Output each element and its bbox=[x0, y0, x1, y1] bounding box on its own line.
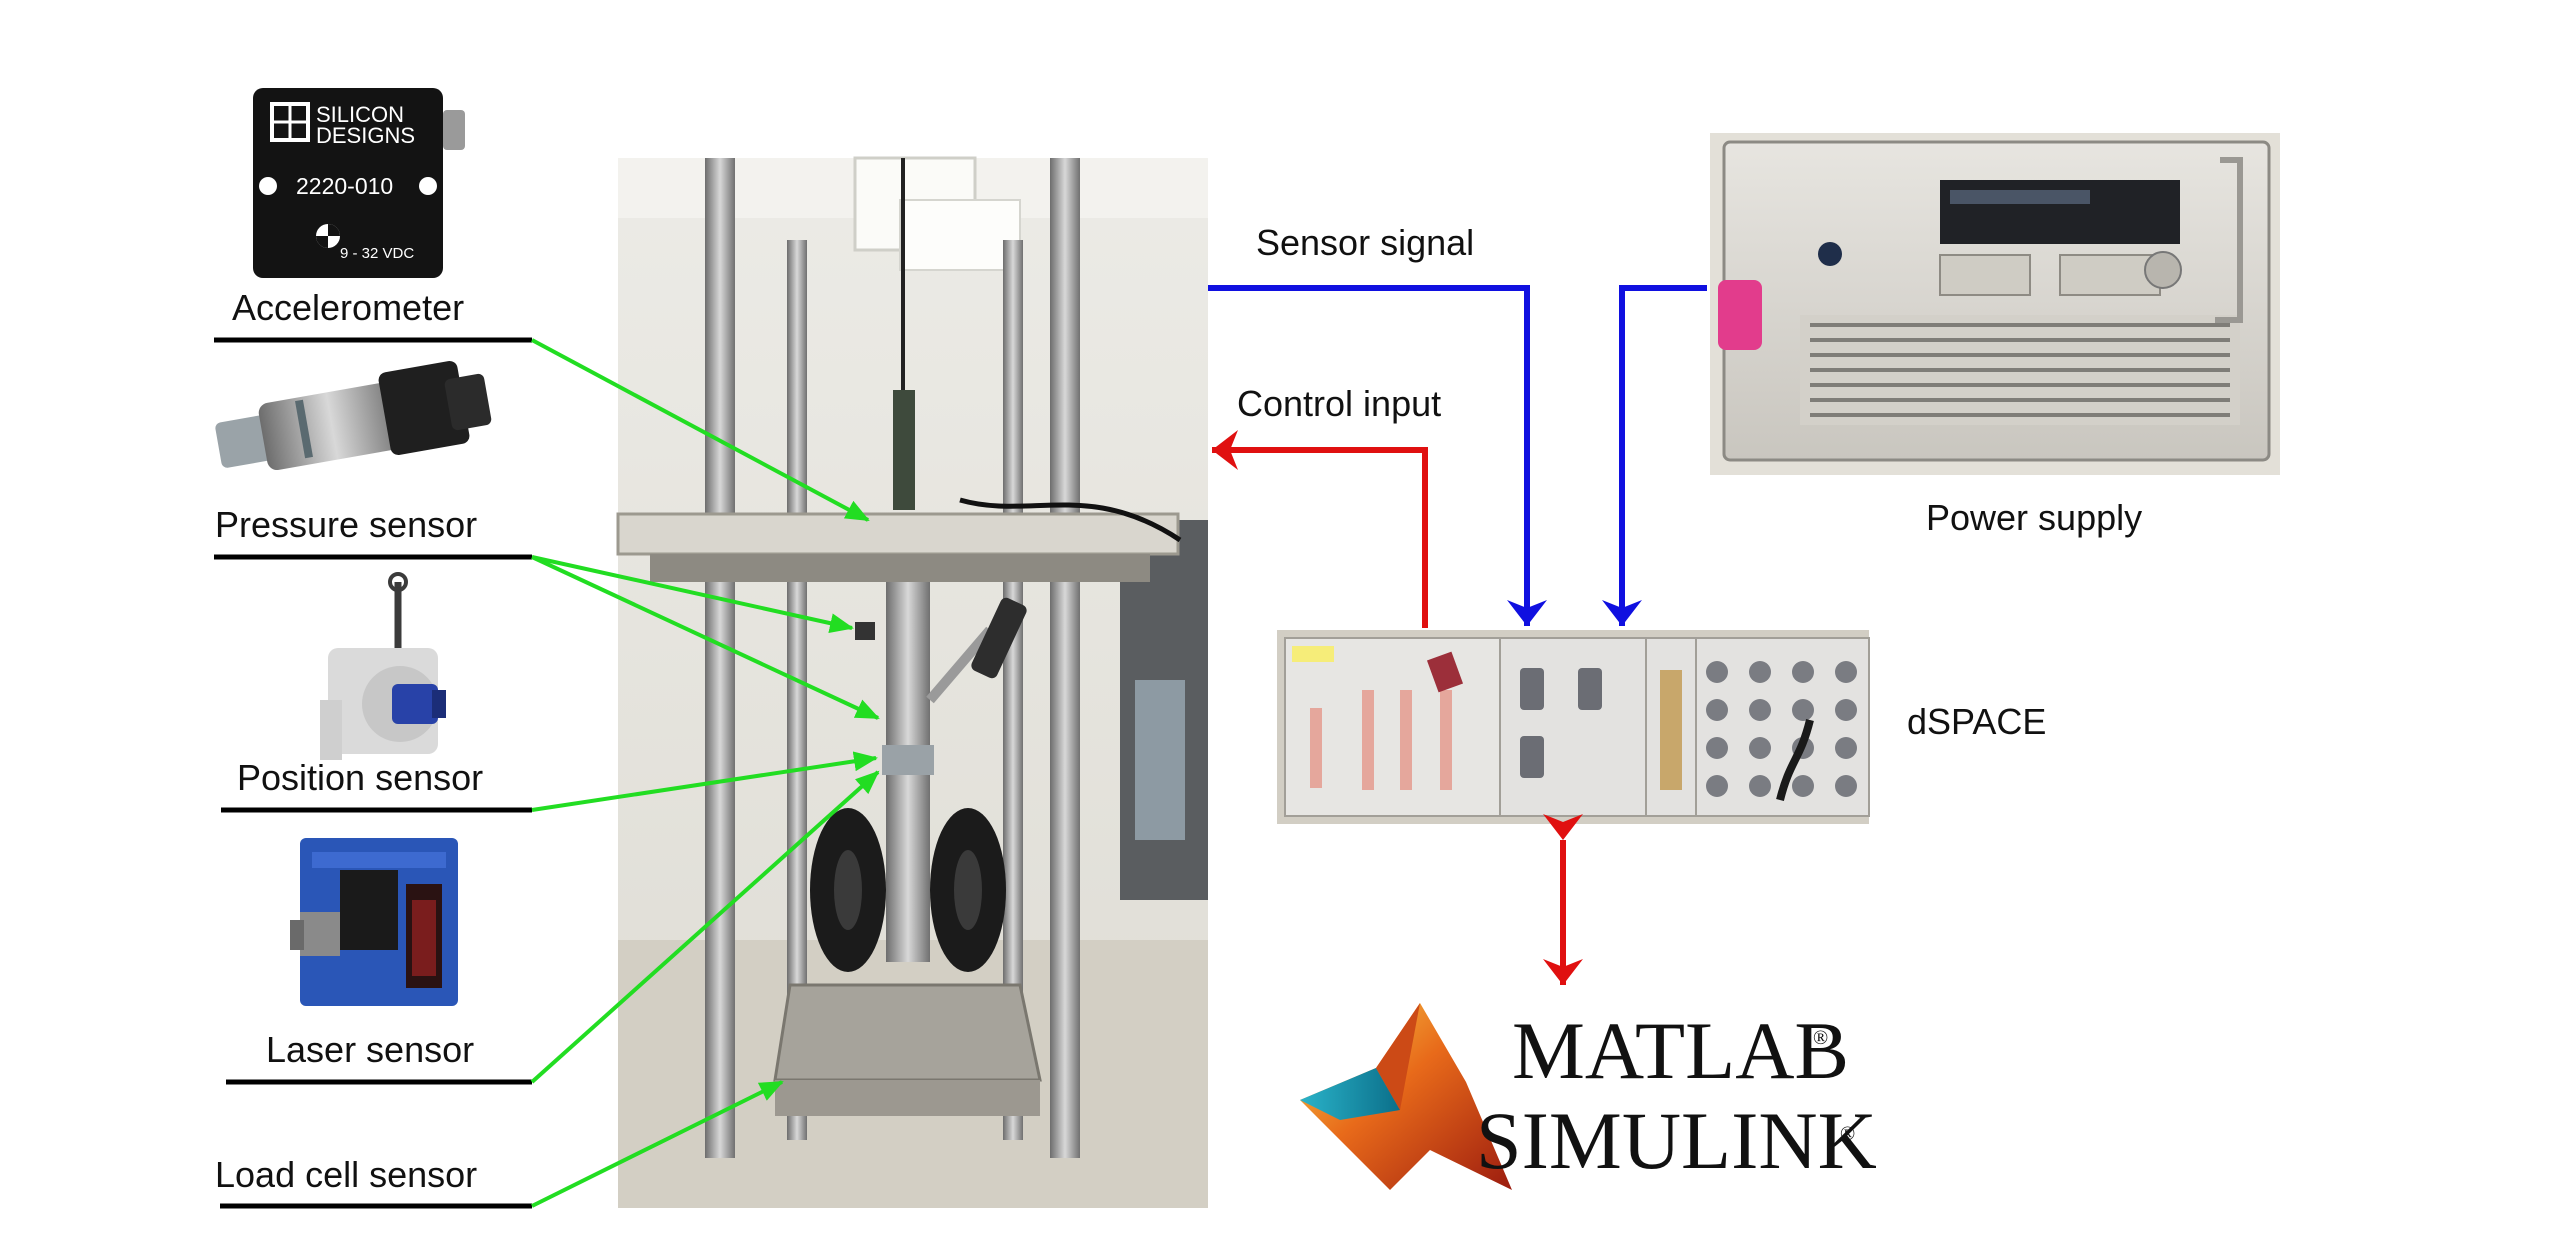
sensor-underlines bbox=[214, 337, 532, 1209]
power-supply-photo bbox=[1710, 133, 2280, 475]
accelerometer-link bbox=[531, 338, 870, 522]
accelerometer-brand-line2: DESIGNS bbox=[316, 123, 415, 148]
laser-sensor-link bbox=[530, 770, 880, 1084]
dspace-panel-photo bbox=[1277, 630, 1870, 824]
control-input-arrow bbox=[1212, 430, 1428, 628]
matlab-registered-mark: ® bbox=[1813, 1027, 1828, 1049]
accelerometer-voltage: 9 - 32 VDC bbox=[340, 245, 414, 262]
sensor-signal-label: Sensor signal bbox=[1256, 222, 1474, 263]
pressure-sensor-link-2 bbox=[531, 555, 880, 720]
accelerometer-label: Accelerometer bbox=[232, 287, 464, 328]
position-sensor-image bbox=[320, 572, 446, 760]
accelerometer-brand-line1: SILICON bbox=[316, 102, 404, 127]
landing-gear-test-rig-photo bbox=[616, 156, 1208, 1208]
simulink-registered-mark: ® bbox=[1840, 1123, 1855, 1145]
power-line-arrow bbox=[1602, 285, 1707, 626]
laser-sensor-image bbox=[290, 838, 458, 1006]
control-input-label: Control input bbox=[1237, 383, 1441, 424]
sensor-link-lines bbox=[530, 338, 880, 1208]
pressure-sensor-image bbox=[215, 360, 492, 471]
accelerometer-image: SILICON DESIGNS 2220-010 9 - 32 VDC bbox=[253, 88, 465, 278]
pressure-sensor-link-1 bbox=[531, 555, 854, 633]
laser-sensor-label: Laser sensor bbox=[266, 1029, 474, 1070]
pressure-sensor-label: Pressure sensor bbox=[215, 504, 477, 545]
position-sensor-link bbox=[531, 751, 878, 812]
matlab-membrane-icon bbox=[1300, 1003, 1512, 1190]
matlab-wordmark: MATLAB bbox=[1512, 1005, 1849, 1096]
sensor-signal-arrow bbox=[1208, 285, 1547, 626]
simulink-wordmark: SIMULINK bbox=[1476, 1095, 1877, 1186]
load-cell-sensor-link bbox=[531, 1080, 784, 1208]
position-sensor-label: Position sensor bbox=[237, 757, 483, 798]
load-cell-sensor-label: Load cell sensor bbox=[215, 1154, 477, 1195]
accelerometer-model: 2220-010 bbox=[296, 173, 393, 199]
dspace-label: dSPACE bbox=[1907, 701, 2046, 742]
matlab-simulink-logo: MATLAB ® SIMULINK ® bbox=[1300, 1003, 1877, 1190]
power-supply-label: Power supply bbox=[1926, 497, 2142, 538]
